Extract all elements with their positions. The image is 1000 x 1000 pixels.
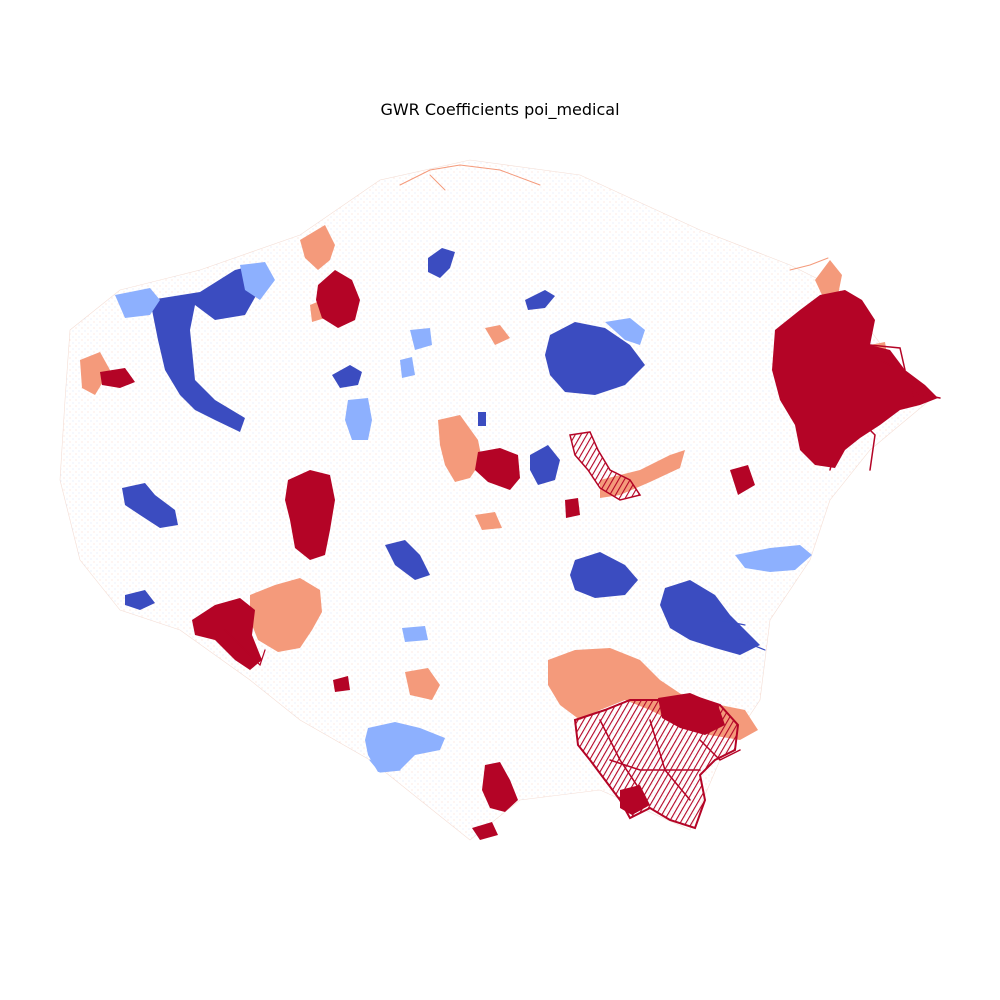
cluster-sw-red (192, 598, 262, 670)
cluster-east-red-small (730, 465, 755, 495)
cluster-east-salmon (815, 260, 842, 295)
cluster-south-lightblue (365, 722, 445, 772)
cluster-nw-blue (150, 265, 262, 432)
cluster-mid-blue (332, 365, 362, 388)
cluster-center-salmon-3 (475, 512, 502, 530)
cluster-small-north (525, 290, 555, 310)
cluster-ne-blue (545, 322, 645, 395)
cluster-west-red (100, 368, 135, 388)
negative-clusters (115, 262, 812, 772)
cluster-center-small (385, 540, 430, 580)
cluster-north-lightblue (410, 328, 432, 350)
cluster-ne-lightblue-2 (400, 357, 415, 378)
cluster-center-red (475, 448, 520, 490)
cluster-north-salmon (300, 225, 335, 270)
cluster-east-lightblue (735, 545, 812, 572)
cluster-north-blue (428, 248, 455, 278)
map-title: GWR Coefficients poi_medical (380, 100, 620, 119)
cluster-center-salmon-2 (485, 325, 510, 345)
cluster-south-red-tail (472, 822, 498, 840)
cluster-east-red (772, 290, 938, 468)
cluster-west-blue (122, 483, 178, 528)
cluster-center-lightblue (402, 626, 428, 642)
cluster-nw-lightblue (115, 288, 160, 318)
cluster-nw-lightblue-2 (240, 262, 275, 300)
cluster-ne-lightblue (605, 318, 645, 345)
cluster-center-salmon-4 (405, 668, 440, 700)
cluster-mid-lightblue (345, 398, 372, 440)
cluster-west-small (125, 590, 155, 610)
cluster-tiny-blue (478, 412, 486, 426)
cluster-east-red-small-2 (565, 498, 580, 518)
cluster-se-red-core-2 (620, 785, 650, 815)
cluster-west-salmon (80, 352, 110, 395)
cluster-north-red (316, 270, 360, 328)
strong-negative-clusters (122, 248, 760, 655)
cluster-se-red-core (658, 693, 725, 735)
cluster-center-red-band (569, 431, 642, 501)
cluster-south-red (482, 762, 518, 812)
network-extent (59, 159, 931, 841)
cluster-midwest-red (285, 470, 335, 560)
cluster-sw-salmon (250, 578, 322, 652)
road-network-lines (224, 164, 941, 801)
cluster-east-blue (570, 552, 638, 598)
cluster-se-blue (660, 580, 760, 655)
cluster-center-blue (530, 445, 560, 485)
cluster-center-salmon (438, 415, 482, 482)
strong-positive-clusters (100, 270, 938, 840)
cluster-center-red-small (333, 676, 350, 692)
